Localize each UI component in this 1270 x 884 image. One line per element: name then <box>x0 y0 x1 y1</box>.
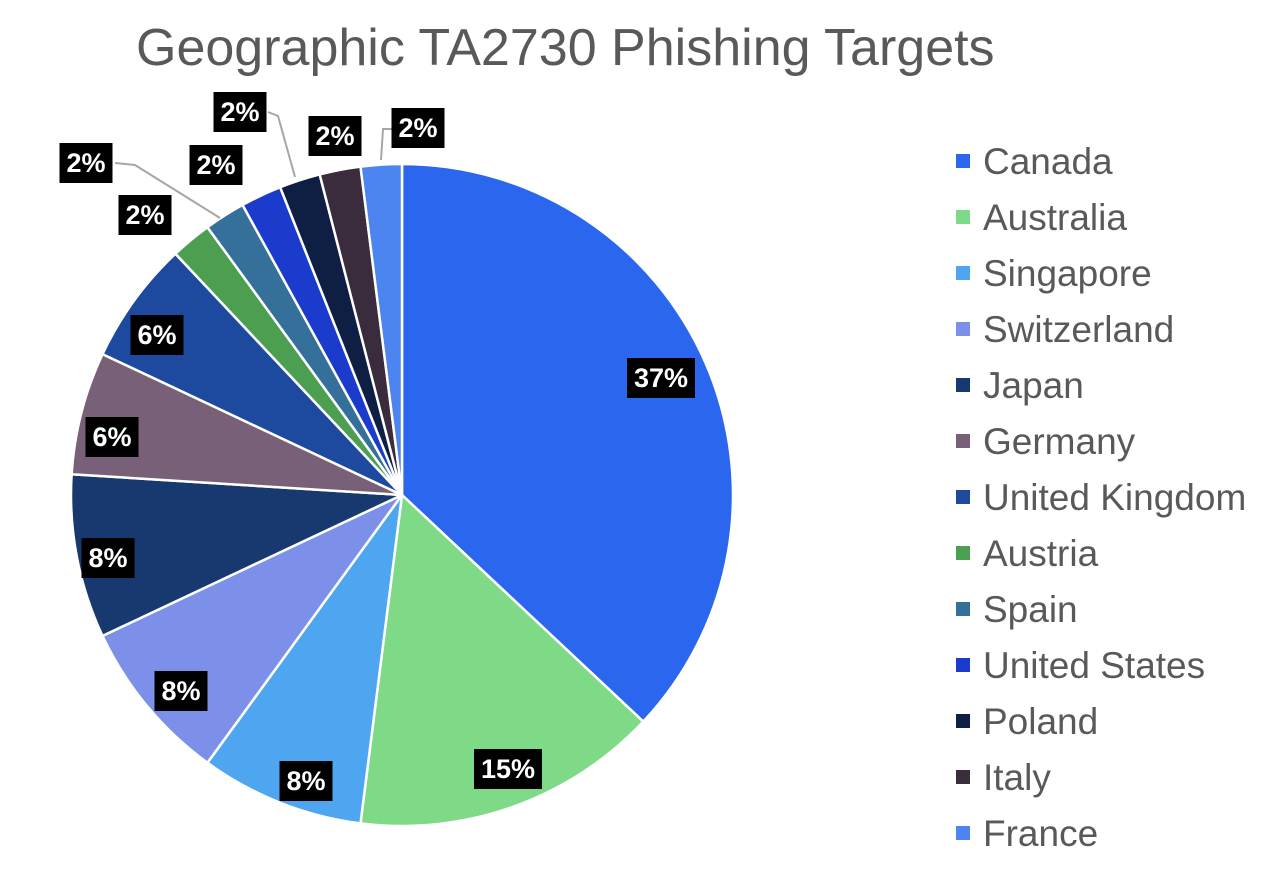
legend-item-switzerland: Switzerland <box>956 301 1246 357</box>
legend-swatch-icon <box>956 378 970 392</box>
leader-line-poland <box>267 111 296 178</box>
leader-line-spain <box>114 162 221 219</box>
legend-item-united-states: United States <box>956 637 1246 693</box>
pct-label-canada: 37% <box>627 358 695 398</box>
pct-label-japan: 8% <box>81 538 135 578</box>
pie-slice-france <box>359 162 404 497</box>
pct-label-box <box>474 749 542 789</box>
legend-label: Singapore <box>983 252 1152 294</box>
legend-swatch-icon <box>956 770 970 784</box>
pct-label-box <box>59 143 113 183</box>
pct-label-box <box>118 195 172 235</box>
svg-text:37%: 37% <box>634 363 688 393</box>
pct-label-box <box>154 671 208 711</box>
legend-swatch-icon <box>956 546 970 560</box>
legend-label: Austria <box>983 532 1099 574</box>
legend-label: Spain <box>983 588 1078 630</box>
legend-item-japan: Japan <box>956 357 1246 413</box>
pie-slice-united-kingdom <box>101 252 404 497</box>
legend-item-canada: Canada <box>956 133 1246 189</box>
pct-label-box <box>308 116 362 156</box>
legend-item-spain: Spain <box>956 581 1246 637</box>
legend-swatch-icon <box>956 154 970 168</box>
svg-text:8%: 8% <box>286 766 325 796</box>
legend-label: Canada <box>983 140 1113 182</box>
chart-title: Geographic TA2730 Phishing Targets <box>136 19 995 77</box>
svg-text:15%: 15% <box>481 754 535 784</box>
pie-slice-australia <box>359 493 645 828</box>
legend-swatch-icon <box>956 826 970 840</box>
svg-text:2%: 2% <box>196 150 235 180</box>
legend-item-france: France <box>956 805 1246 861</box>
pct-label-box <box>213 92 267 132</box>
pct-label-united-kingdom: 6% <box>130 315 184 355</box>
pct-label-box <box>627 358 695 398</box>
legend-label: Australia <box>983 196 1127 238</box>
leader-line-france <box>380 128 392 161</box>
legend-swatch-icon <box>956 490 970 504</box>
legend-label: France <box>983 812 1099 854</box>
pct-label-singapore: 8% <box>279 761 333 801</box>
pct-label-france: 2% <box>391 108 445 148</box>
legend-swatch-icon <box>956 434 970 448</box>
legend-swatch-icon <box>956 658 970 672</box>
pct-label-box <box>279 761 333 801</box>
legend-item-germany: Germany <box>956 413 1246 469</box>
legend-item-poland: Poland <box>956 693 1246 749</box>
pct-label-italy: 2% <box>308 116 362 156</box>
pct-label-australia: 15% <box>474 749 542 789</box>
svg-text:6%: 6% <box>92 422 131 452</box>
svg-text:8%: 8% <box>88 543 127 573</box>
pct-label-box <box>189 145 243 185</box>
legend-item-united-kingdom: United Kingdom <box>956 469 1246 525</box>
svg-text:6%: 6% <box>137 320 176 350</box>
legend-swatch-icon <box>956 714 970 728</box>
legend-swatch-icon <box>956 322 970 336</box>
svg-text:2%: 2% <box>125 200 164 230</box>
legend-item-australia: Australia <box>956 189 1246 245</box>
pct-label-switzerland: 8% <box>154 671 208 711</box>
legend-swatch-icon <box>956 266 970 280</box>
pct-label-poland: 2% <box>213 92 267 132</box>
chart-legend: Canada Australia Singapore Switzerland Japan… <box>956 133 1246 861</box>
legend-label: Poland <box>983 700 1099 742</box>
legend-label: Japan <box>983 364 1084 406</box>
svg-text:2%: 2% <box>220 97 259 127</box>
legend-swatch-icon <box>956 602 970 616</box>
pct-label-austria: 2% <box>118 195 172 235</box>
legend-label: Germany <box>983 420 1136 462</box>
pie-slice-japan <box>69 472 404 638</box>
svg-text:8%: 8% <box>161 676 200 706</box>
svg-text:2%: 2% <box>398 113 437 143</box>
pie-slice-germany <box>70 352 404 497</box>
legend-swatch-icon <box>956 210 970 224</box>
legend-label: Italy <box>983 756 1051 798</box>
legend-label: Switzerland <box>983 308 1175 350</box>
legend-item-austria: Austria <box>956 525 1246 581</box>
pct-label-united-states: 2% <box>189 145 243 185</box>
pct-label-box <box>81 538 135 578</box>
pct-label-box <box>130 315 184 355</box>
pct-label-box <box>391 108 445 148</box>
pct-label-spain: 2% <box>59 143 113 183</box>
legend-label: United Kingdom <box>983 476 1247 518</box>
svg-text:2%: 2% <box>66 148 105 178</box>
legend-item-italy: Italy <box>956 749 1246 805</box>
pct-label-box <box>85 417 139 457</box>
legend-label: United States <box>983 644 1206 686</box>
svg-text:2%: 2% <box>315 121 354 151</box>
pie-slice-singapore <box>206 493 404 825</box>
pie-slice-canada <box>400 162 735 723</box>
pct-label-germany: 6% <box>85 417 139 457</box>
legend-item-singapore: Singapore <box>956 245 1246 301</box>
